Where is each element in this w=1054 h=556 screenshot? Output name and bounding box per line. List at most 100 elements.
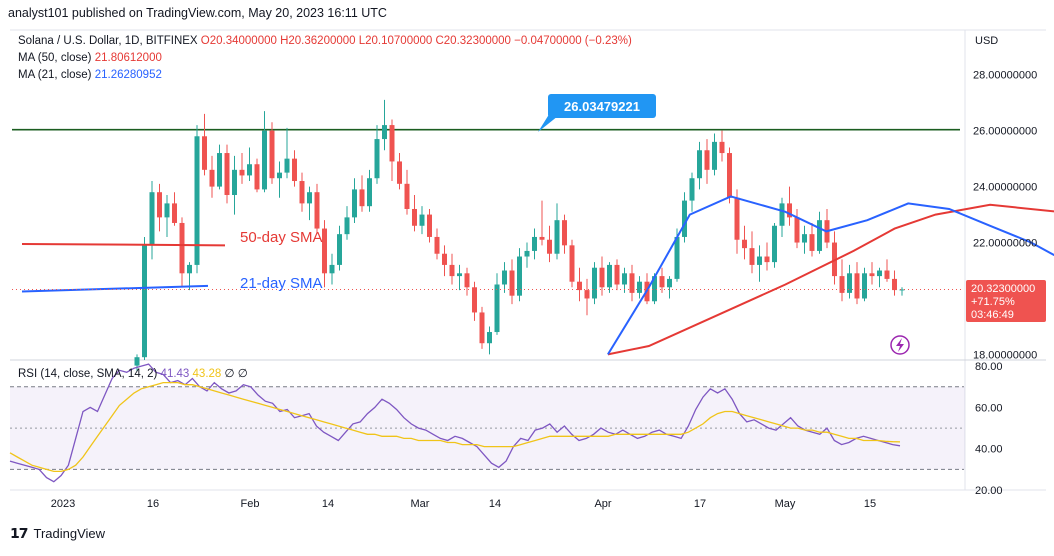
- candle-body: [442, 253, 447, 265]
- candle-body: [554, 220, 560, 254]
- candle-body: [164, 203, 170, 218]
- ma21-legend[interactable]: MA (21, close) 21.26280952: [18, 69, 162, 81]
- price-badge: 20.32300000: [971, 283, 1035, 295]
- candle-body: [322, 228, 327, 274]
- candle-body: [787, 203, 792, 218]
- candle-body: [157, 192, 162, 218]
- candle-body: [719, 141, 725, 154]
- candle-body: [344, 217, 350, 235]
- price-tick: 22.00000000: [973, 238, 1037, 250]
- rsi-tick: 80.00: [975, 361, 1003, 373]
- candle-body: [352, 189, 357, 218]
- candle-body: [464, 273, 470, 288]
- currency-label[interactable]: USD: [975, 35, 998, 47]
- candles-group[interactable]: [134, 99, 905, 372]
- candle-body: [314, 192, 320, 229]
- candle-body: [652, 276, 657, 302]
- time-tick: Apr: [594, 498, 611, 510]
- ma50-guide-line: [21, 242, 226, 247]
- symbol-name[interactable]: Solana / U.S. Dollar, 1D, BITFINEX: [18, 35, 198, 47]
- candle-body: [884, 270, 890, 279]
- ohlc-values: O20.34000000 H20.36200000 L20.10700000 C…: [200, 35, 632, 47]
- ma21-guide-line: [21, 284, 209, 293]
- candle-body: [757, 256, 762, 265]
- candle-body: [187, 264, 192, 274]
- price-axis-ticks[interactable]: 18.0000000020.0000000022.0000000024.0000…: [973, 70, 1037, 362]
- tv-logo-icon: 𝟭𝟳: [10, 525, 29, 541]
- candle-body: [847, 273, 852, 293]
- moving-averages[interactable]: [21, 195, 1054, 356]
- candle-body: [712, 141, 717, 170]
- candle-body: [217, 153, 222, 187]
- candle-body: [337, 234, 342, 265]
- candle-body: [772, 225, 777, 263]
- candle-body: [689, 178, 695, 201]
- candle-body: [682, 200, 687, 237]
- candle-body: [269, 130, 275, 179]
- candle-body: [389, 125, 395, 162]
- time-tick: 15: [864, 498, 876, 510]
- candle-body: [179, 222, 185, 274]
- rsi-tick: 40.00: [975, 444, 1003, 456]
- rsi-legend[interactable]: RSI (14, close, SMA, 14, 2) 41.43 43.28 …: [18, 366, 248, 380]
- candle-body: [607, 264, 612, 288]
- candle-body: [869, 273, 875, 277]
- candle-body: [232, 169, 237, 195]
- rsi-tick: 20.00: [975, 485, 1003, 497]
- time-tick: 14: [322, 498, 334, 510]
- ma21-annotation: 21-day SMA: [240, 275, 323, 292]
- time-tick: 16: [147, 498, 159, 510]
- resistance-callout-bg: [548, 94, 656, 118]
- rsi-sma-value: 43.28: [192, 368, 222, 380]
- candle-body: [629, 273, 635, 293]
- candle-body: [434, 236, 440, 254]
- candle-body: [134, 357, 140, 366]
- candle-body: [419, 214, 425, 226]
- candle-body: [727, 153, 732, 198]
- candle-body: [892, 278, 897, 291]
- candle-body: [382, 125, 387, 140]
- candle-body: [487, 332, 492, 344]
- candle-body: [749, 248, 755, 265]
- rsi-lines[interactable]: [9, 363, 901, 483]
- candle-body: [764, 256, 770, 263]
- footer-brand[interactable]: 𝟭𝟳 TradingView: [10, 525, 105, 542]
- ma50-legend[interactable]: MA (50, close) 21.80612000: [18, 52, 162, 64]
- lightning-icon[interactable]: [890, 335, 910, 355]
- price-tick: 26.00000000: [973, 126, 1037, 138]
- candle-body: [172, 203, 177, 223]
- candle-body: [809, 234, 815, 251]
- symbol-legend[interactable]: Solana / U.S. Dollar, 1D, BITFINEX O20.3…: [18, 35, 632, 47]
- candle-body: [457, 273, 462, 277]
- resistance-label[interactable]: 26.03479221: [564, 99, 640, 114]
- candle-body: [277, 172, 282, 179]
- rsi-tick: 60.00: [975, 402, 1003, 414]
- candle-body: [817, 220, 822, 251]
- time-tick: May: [775, 498, 796, 510]
- candle-body: [802, 234, 807, 243]
- candle-body: [397, 161, 402, 184]
- candle-body: [569, 245, 575, 282]
- change-badge: +71.75%: [971, 296, 1015, 308]
- candle-body: [374, 139, 380, 179]
- candle-body: [412, 208, 417, 226]
- candle-body: [404, 183, 410, 209]
- lightning-bolt: [896, 338, 904, 352]
- candle-body: [247, 164, 252, 176]
- candle-body: [149, 192, 155, 246]
- candle-body: [359, 189, 365, 207]
- publisher-line: analyst101 published on TradingView.com,…: [8, 6, 387, 20]
- rsi-line: [9, 363, 901, 483]
- candle-body: [614, 264, 620, 285]
- candle-body: [734, 197, 740, 240]
- candle-body: [367, 178, 372, 207]
- price-tick: 24.00000000: [973, 182, 1037, 194]
- candle-body: [599, 267, 605, 288]
- rsi-axis-ticks[interactable]: 20.00 40.00 60.00 80.00: [975, 361, 1003, 497]
- time-tick: Mar: [411, 498, 430, 510]
- candle-body: [494, 284, 500, 333]
- time-axis-ticks[interactable]: 2023 16 Feb 14 Mar 14 Apr 17 May 15: [51, 498, 876, 510]
- candle-body: [697, 150, 702, 179]
